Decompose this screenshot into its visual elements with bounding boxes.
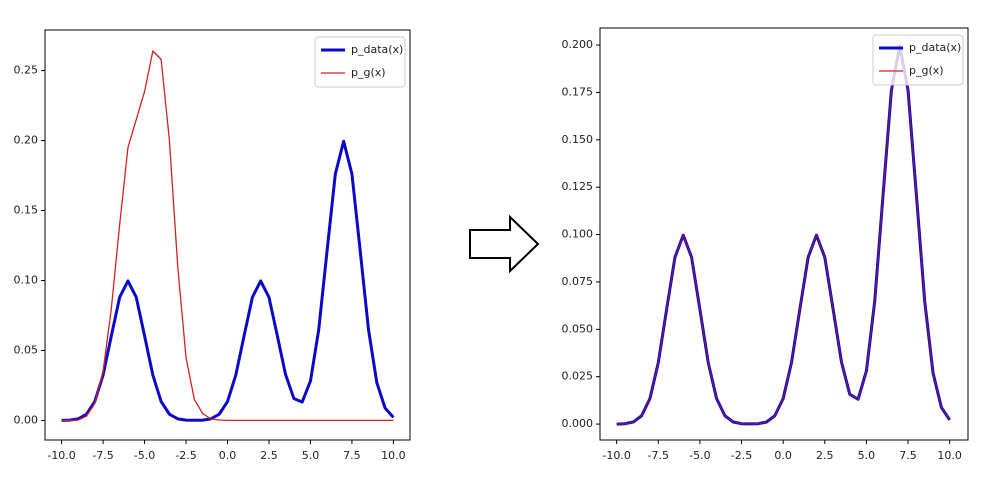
- line: [61, 50, 394, 422]
- y-tick-label: 0.15: [14, 204, 39, 217]
- x-tick-label: -7.5: [648, 449, 669, 462]
- x-tick-label: 10.0: [937, 449, 962, 462]
- x-tick-label: 2.5: [260, 449, 278, 462]
- plot-frame: [599, 27, 969, 441]
- arrow: [469, 214, 540, 274]
- x-tick-label: 10.0: [381, 449, 406, 462]
- y-tick-label: 0.025: [562, 370, 594, 383]
- y-tick-label: 0.20: [14, 134, 39, 147]
- y-tick-label: 0.175: [562, 85, 594, 98]
- y-tick-label: 0.150: [562, 133, 594, 146]
- x-tick-label: 5.0: [858, 449, 876, 462]
- x-tick-label: -7.5: [92, 449, 113, 462]
- legend-label: p_data(x): [351, 43, 403, 56]
- plot-frame: [44, 29, 411, 441]
- y-tick-label: 0.200: [562, 38, 594, 51]
- y-tick-label: 0.125: [562, 180, 594, 193]
- x-tick-label: -2.5: [731, 449, 752, 462]
- legend-label: p_g(x): [351, 66, 386, 79]
- x-tick-label: -10.0: [602, 449, 630, 462]
- y-tick-label: 0.00: [14, 413, 39, 426]
- line: [61, 139, 395, 422]
- y-tick-label: 0.10: [14, 273, 39, 286]
- x-tick-label: 0.0: [219, 449, 237, 462]
- x-tick-label: 7.5: [343, 449, 361, 462]
- x-tick-label: 0.0: [774, 449, 792, 462]
- x-tick-label: -10.0: [47, 449, 75, 462]
- x-tick-label: 2.5: [816, 449, 834, 462]
- y-tick-label: 0.075: [562, 275, 594, 288]
- y-tick-label: 0.000: [562, 417, 594, 430]
- x-tick-label: -5.0: [134, 449, 155, 462]
- y-tick-label: 0.100: [562, 228, 594, 241]
- y-tick-label: 0.05: [14, 343, 39, 356]
- legend-label: p_data(x): [909, 41, 961, 54]
- x-tick-label: 5.0: [302, 449, 320, 462]
- y-tick-label: 0.050: [562, 322, 594, 335]
- x-tick-label: -2.5: [175, 449, 196, 462]
- x-tick-label: 7.5: [899, 449, 917, 462]
- x-tick-label: -5.0: [689, 449, 710, 462]
- y-tick-label: 0.25: [14, 64, 39, 77]
- legend-label: p_g(x): [909, 64, 944, 77]
